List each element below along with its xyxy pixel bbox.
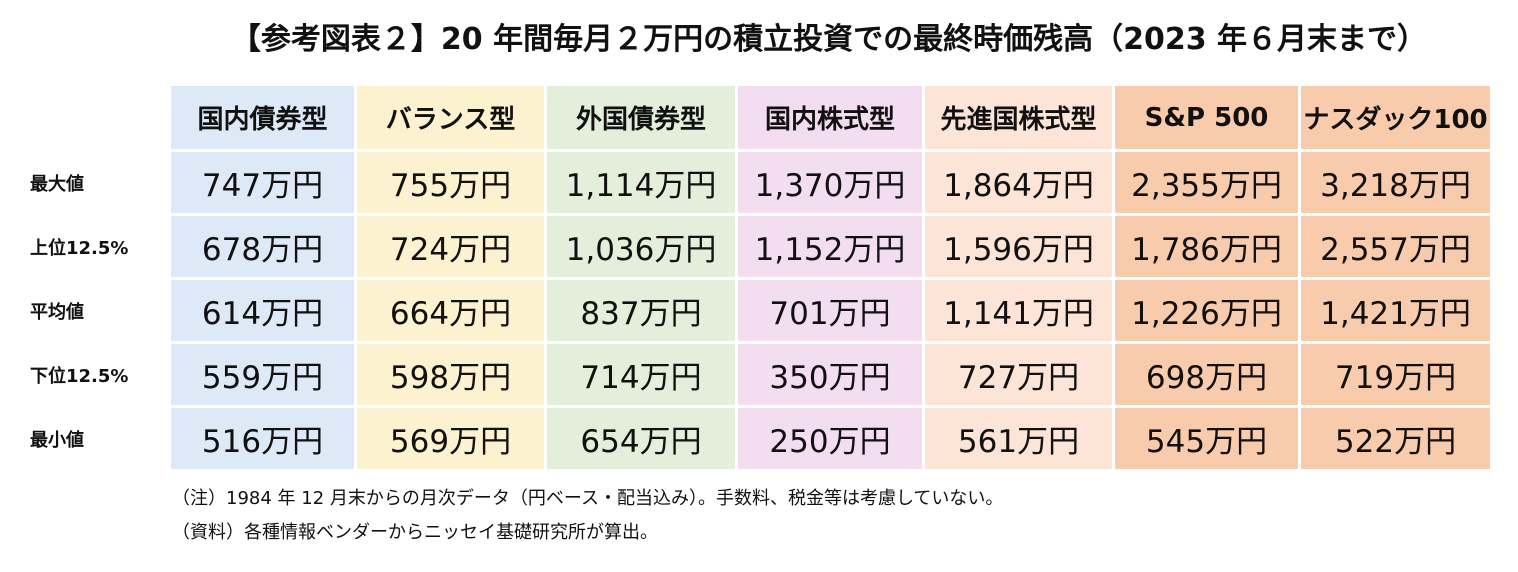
column-header: バランス型 (357, 86, 547, 152)
column-header: 国内債券型 (171, 86, 357, 152)
table-cell: 1,226万円 (1115, 280, 1301, 344)
table-cell: 837万円 (547, 280, 738, 344)
table-cell: 724万円 (357, 216, 547, 280)
row-label: 平均値 (26, 280, 171, 344)
table-cell: 1,036万円 (547, 216, 738, 280)
row-label: 上位12.5% (26, 216, 171, 280)
table-cell: 569万円 (357, 408, 547, 472)
table-cell: 250万円 (738, 408, 925, 472)
table-cell: 559万円 (171, 344, 357, 408)
table-cell: 2,355万円 (1115, 152, 1301, 216)
table-cell: 1,152万円 (738, 216, 925, 280)
table-cell: 1,421万円 (1301, 280, 1493, 344)
table-cell: 1,786万円 (1115, 216, 1301, 280)
table-cell: 678万円 (171, 216, 357, 280)
table-cell: 3,218万円 (1301, 152, 1493, 216)
table-cell: 698万円 (1115, 344, 1301, 408)
table-cell: 1,370万円 (738, 152, 925, 216)
table-cell: 701万円 (738, 280, 925, 344)
table-row: 平均値 614万円 664万円 837万円 701万円 1,141万円 1,22… (26, 280, 1493, 344)
table-cell: 350万円 (738, 344, 925, 408)
row-label: 最小値 (26, 408, 171, 472)
header-corner (26, 86, 171, 152)
table-cell: 1,864万円 (925, 152, 1115, 216)
table-cell: 727万円 (925, 344, 1115, 408)
table-row: 上位12.5% 678万円 724万円 1,036万円 1,152万円 1,59… (26, 216, 1493, 280)
table-cell: 1,114万円 (547, 152, 738, 216)
table-cell: 1,596万円 (925, 216, 1115, 280)
table-cell: 714万円 (547, 344, 738, 408)
table-cell: 654万円 (547, 408, 738, 472)
table-cell: 522万円 (1301, 408, 1493, 472)
balance-table: 国内債券型 バランス型 外国債券型 国内株式型 先進国株式型 S&P 500 ナ… (26, 86, 1493, 472)
table-cell: 561万円 (925, 408, 1115, 472)
column-header: 先進国株式型 (925, 86, 1115, 152)
table-row: 下位12.5% 559万円 598万円 714万円 350万円 727万円 69… (26, 344, 1493, 408)
table-cell: 1,141万円 (925, 280, 1115, 344)
page-title: 【参考図表２】20 年間毎月２万円の積立投資での最終時価残高（2023 年６月末… (230, 22, 1428, 57)
table-cell: 598万円 (357, 344, 547, 408)
column-header: 国内株式型 (738, 86, 925, 152)
footnote: （注）1984 年 12 月末からの月次データ（円ベース・配当込み）。手数料、税… (172, 488, 1004, 509)
table-cell: 614万円 (171, 280, 357, 344)
column-header: ナスダック100 (1301, 86, 1493, 152)
table-row: 最小値 516万円 569万円 654万円 250万円 561万円 545万円 … (26, 408, 1493, 472)
table-cell: 2,557万円 (1301, 216, 1493, 280)
table-cell: 755万円 (357, 152, 547, 216)
row-label: 最大値 (26, 152, 171, 216)
row-label: 下位12.5% (26, 344, 171, 408)
table-cell: 719万円 (1301, 344, 1493, 408)
table-cell: 747万円 (171, 152, 357, 216)
table-cell: 664万円 (357, 280, 547, 344)
column-header: 外国債券型 (547, 86, 738, 152)
table-cell: 516万円 (171, 408, 357, 472)
table-row: 最大値 747万円 755万円 1,114万円 1,370万円 1,864万円 … (26, 152, 1493, 216)
source-note: （資料）各種情報ベンダーからニッセイ基礎研究所が算出。 (172, 522, 658, 543)
table-cell: 545万円 (1115, 408, 1301, 472)
column-header: S&P 500 (1115, 86, 1301, 152)
header-row: 国内債券型 バランス型 外国債券型 国内株式型 先進国株式型 S&P 500 ナ… (26, 86, 1493, 152)
